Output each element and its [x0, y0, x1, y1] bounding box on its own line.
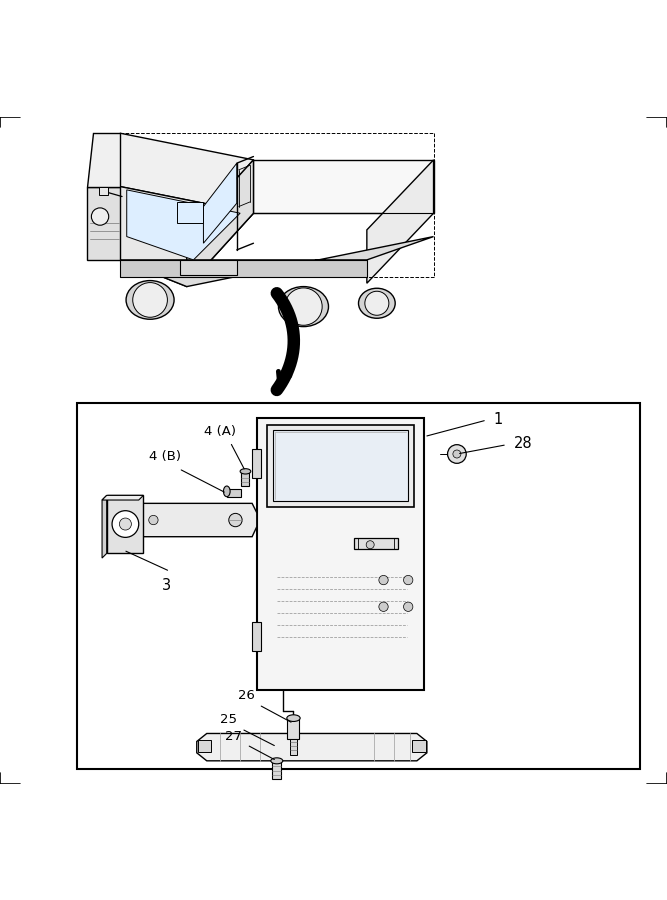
Bar: [99, 187, 108, 195]
Circle shape: [133, 283, 167, 318]
Bar: [252, 449, 261, 478]
Circle shape: [404, 575, 413, 585]
Circle shape: [453, 450, 461, 458]
Circle shape: [366, 541, 374, 549]
Polygon shape: [197, 734, 427, 760]
Text: 27: 27: [225, 731, 242, 743]
Circle shape: [404, 602, 413, 611]
Polygon shape: [203, 163, 237, 243]
Text: 1: 1: [494, 412, 503, 427]
Polygon shape: [87, 133, 120, 186]
Polygon shape: [187, 160, 253, 286]
Bar: [177, 202, 203, 223]
Bar: [77, 403, 640, 769]
Text: 25: 25: [219, 713, 237, 726]
Polygon shape: [253, 160, 434, 213]
Ellipse shape: [126, 281, 174, 320]
Bar: [227, 490, 241, 498]
Polygon shape: [87, 186, 120, 260]
Polygon shape: [102, 495, 143, 500]
Circle shape: [91, 208, 109, 225]
Text: 26: 26: [238, 689, 255, 702]
Polygon shape: [123, 503, 257, 536]
Ellipse shape: [240, 469, 251, 474]
Polygon shape: [127, 190, 240, 260]
Bar: [272, 760, 281, 779]
Polygon shape: [354, 538, 398, 549]
Polygon shape: [273, 430, 408, 501]
Polygon shape: [367, 160, 434, 284]
Ellipse shape: [223, 486, 230, 497]
Circle shape: [119, 518, 131, 530]
Polygon shape: [120, 260, 367, 276]
Circle shape: [229, 513, 242, 526]
Bar: [198, 740, 211, 752]
Ellipse shape: [279, 286, 328, 327]
Polygon shape: [267, 425, 414, 507]
Polygon shape: [120, 237, 434, 286]
Polygon shape: [257, 418, 424, 690]
Polygon shape: [180, 260, 237, 275]
Text: 28: 28: [514, 436, 532, 451]
Polygon shape: [107, 495, 143, 554]
Ellipse shape: [287, 715, 300, 722]
Text: 3: 3: [162, 578, 171, 593]
Ellipse shape: [358, 288, 395, 319]
Bar: [290, 740, 297, 755]
Circle shape: [149, 516, 158, 525]
Text: 4 (B): 4 (B): [149, 450, 181, 464]
Circle shape: [379, 602, 388, 611]
Polygon shape: [120, 186, 253, 286]
Circle shape: [365, 292, 389, 315]
Bar: [252, 622, 261, 652]
Circle shape: [285, 288, 322, 325]
Bar: [287, 718, 299, 740]
Polygon shape: [187, 160, 253, 286]
Ellipse shape: [271, 758, 283, 764]
Polygon shape: [120, 133, 253, 213]
Circle shape: [112, 510, 139, 537]
Polygon shape: [102, 495, 107, 558]
Circle shape: [379, 575, 388, 585]
Circle shape: [448, 445, 466, 464]
Text: 4 (A): 4 (A): [204, 425, 236, 438]
Bar: [241, 472, 249, 486]
Bar: [412, 740, 426, 752]
